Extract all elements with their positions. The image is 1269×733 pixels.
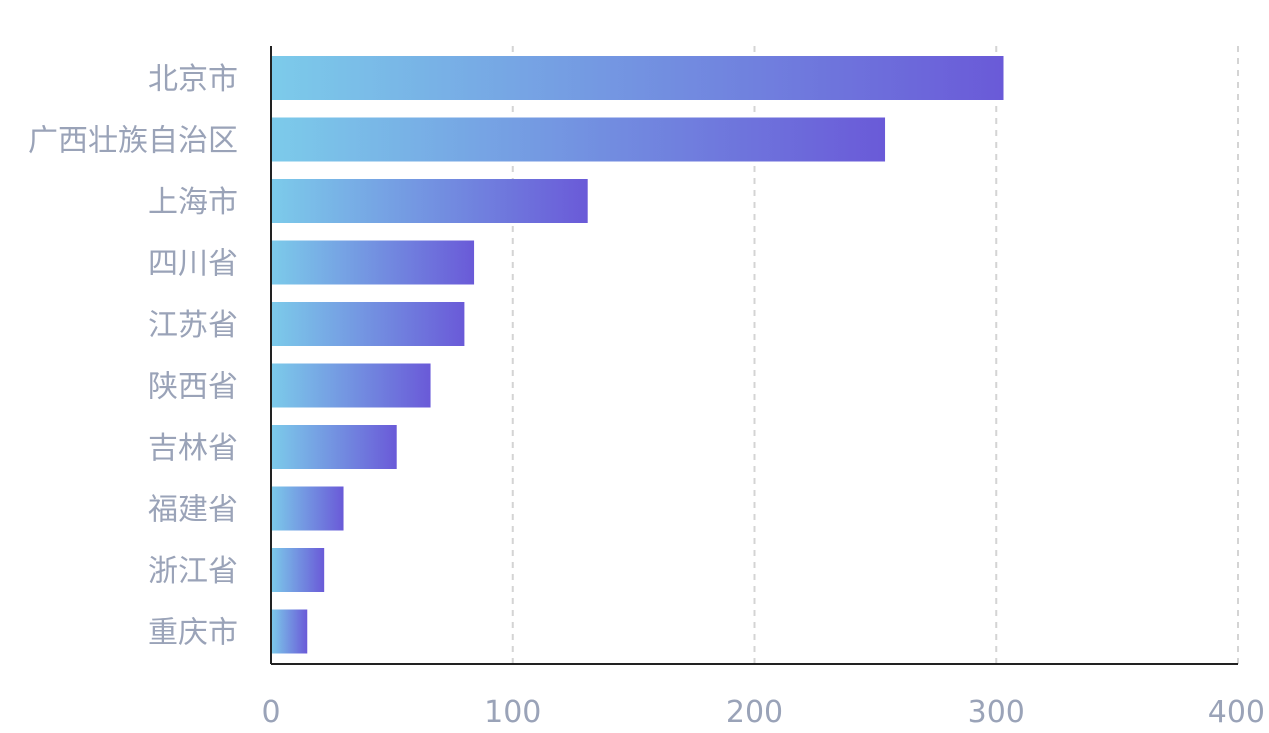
bar	[271, 117, 886, 162]
category-label: 江苏省	[148, 308, 238, 343]
bar	[271, 425, 397, 469]
x-tick-label: 100	[484, 695, 541, 730]
bar	[271, 302, 465, 346]
bars	[271, 56, 1004, 654]
category-label: 北京市	[148, 62, 238, 97]
bar	[271, 548, 325, 592]
category-label: 上海市	[148, 185, 238, 220]
category-label: 四川省	[148, 247, 238, 282]
x-tick-labels: 0 100 200 300 400	[261, 695, 1265, 730]
bar	[271, 486, 344, 531]
axes	[270, 46, 1238, 665]
category-label: 福建省	[148, 493, 238, 528]
bar	[271, 240, 475, 285]
x-tick-label: 200	[726, 695, 783, 730]
category-label: 广西壮族自治区	[28, 124, 238, 159]
bar	[271, 179, 588, 223]
x-tick-label: 300	[968, 695, 1025, 730]
bar	[271, 363, 431, 408]
category-label: 陕西省	[148, 370, 238, 405]
bar	[271, 609, 308, 654]
category-label: 吉林省	[148, 431, 238, 466]
category-label: 浙江省	[148, 554, 238, 589]
bar	[271, 56, 1004, 100]
category-label: 重庆市	[148, 616, 238, 651]
x-tick-label: 400	[1208, 695, 1265, 730]
x-tick-label: 0	[261, 695, 280, 730]
